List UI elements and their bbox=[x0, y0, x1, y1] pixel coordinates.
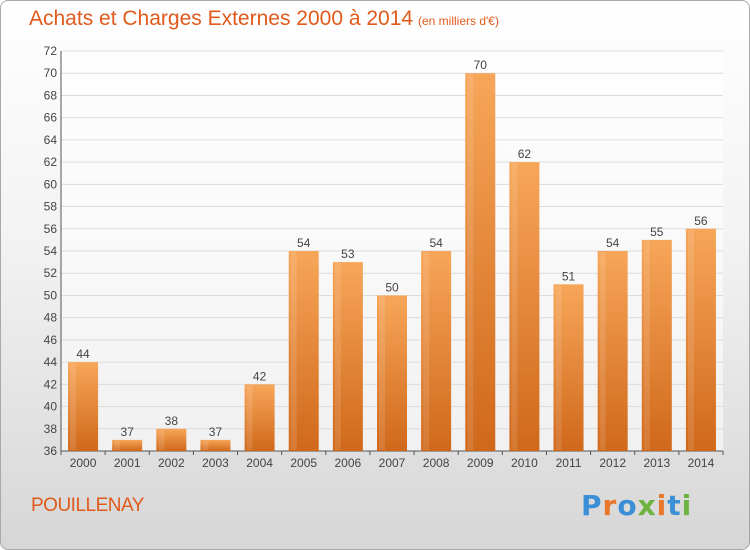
chart-title: Achats et Charges Externes 2000 à 2014 bbox=[29, 7, 414, 30]
town-name: POUILLENAY bbox=[31, 495, 144, 516]
y-tick-label: 72 bbox=[44, 44, 58, 58]
bar-highlight bbox=[202, 440, 209, 450]
x-tick-label: 2013 bbox=[643, 456, 670, 470]
x-tick-label: 2007 bbox=[379, 456, 406, 470]
bar-value-label: 53 bbox=[341, 247, 355, 261]
x-tick-label: 2003 bbox=[202, 456, 229, 470]
bar-value-label: 38 bbox=[165, 414, 179, 428]
bar-highlight bbox=[423, 252, 430, 450]
bar bbox=[553, 284, 584, 451]
bar-value-label: 54 bbox=[429, 236, 443, 250]
y-tick-label: 42 bbox=[44, 377, 58, 391]
x-tick-label: 2008 bbox=[423, 456, 450, 470]
bar bbox=[68, 362, 99, 451]
y-tick-label: 44 bbox=[44, 355, 58, 369]
bar-highlight bbox=[511, 163, 518, 450]
bar bbox=[244, 384, 275, 451]
y-tick-label: 48 bbox=[44, 311, 58, 325]
bar-value-label: 70 bbox=[474, 58, 488, 72]
x-tick-label: 2014 bbox=[688, 456, 715, 470]
bar bbox=[509, 162, 540, 451]
bar-value-label: 50 bbox=[385, 280, 399, 294]
y-tick-label: 60 bbox=[44, 177, 58, 191]
x-tick-label: 2006 bbox=[335, 456, 362, 470]
y-tick-label: 38 bbox=[44, 422, 58, 436]
y-tick-label: 64 bbox=[44, 133, 58, 147]
y-tick-label: 56 bbox=[44, 222, 58, 236]
bar-value-label: 54 bbox=[297, 236, 311, 250]
y-tick-label: 40 bbox=[44, 400, 58, 414]
chart-subtitle: (en milliers d'€) bbox=[418, 14, 499, 28]
x-tick-label: 2002 bbox=[158, 456, 185, 470]
bar bbox=[641, 239, 672, 451]
bar-highlight bbox=[70, 363, 77, 450]
bar-value-label: 44 bbox=[76, 347, 90, 361]
bar-value-label: 56 bbox=[694, 214, 708, 228]
bar-highlight bbox=[290, 252, 297, 450]
bar-value-label: 55 bbox=[650, 225, 664, 239]
y-tick-label: 52 bbox=[44, 266, 58, 280]
x-tick-label: 2010 bbox=[511, 456, 538, 470]
bar-value-label: 37 bbox=[121, 425, 135, 439]
bar-highlight bbox=[687, 229, 694, 450]
x-tick-label: 2004 bbox=[246, 456, 273, 470]
bar bbox=[156, 428, 187, 451]
y-tick-label: 66 bbox=[44, 111, 58, 125]
bar-highlight bbox=[246, 385, 253, 450]
bar-highlight bbox=[467, 74, 474, 450]
bar bbox=[377, 295, 407, 451]
y-tick-label: 36 bbox=[44, 444, 58, 458]
bar-value-label: 62 bbox=[518, 147, 532, 161]
bar-highlight bbox=[334, 263, 341, 450]
y-tick-label: 46 bbox=[44, 333, 58, 347]
bar-highlight bbox=[379, 296, 385, 450]
bar-value-label: 51 bbox=[562, 269, 576, 283]
y-tick-label: 68 bbox=[44, 88, 58, 102]
bar bbox=[421, 251, 452, 451]
bar-highlight bbox=[114, 440, 121, 450]
x-tick-label: 2011 bbox=[556, 456, 582, 470]
x-tick-label: 2001 bbox=[114, 456, 141, 470]
bar-value-label: 37 bbox=[209, 425, 223, 439]
bar-highlight bbox=[158, 429, 165, 450]
bar-highlight bbox=[599, 252, 606, 450]
y-tick-label: 50 bbox=[44, 288, 58, 302]
y-tick-label: 62 bbox=[44, 155, 58, 169]
y-tick-label: 70 bbox=[44, 66, 58, 80]
bar bbox=[288, 251, 319, 451]
bar bbox=[597, 251, 628, 451]
proxiti-logo[interactable]: Proxiti bbox=[581, 489, 693, 522]
bar bbox=[200, 439, 231, 451]
y-tick-label: 58 bbox=[44, 200, 58, 214]
x-tick-label: 2000 bbox=[70, 456, 97, 470]
x-tick-label: 2009 bbox=[467, 456, 494, 470]
bar-highlight bbox=[555, 285, 562, 450]
bar bbox=[685, 228, 716, 451]
x-tick-label: 2005 bbox=[290, 456, 317, 470]
y-tick-label: 54 bbox=[44, 244, 58, 258]
x-tick-label: 2012 bbox=[599, 456, 626, 470]
bar bbox=[332, 262, 363, 451]
bar bbox=[112, 439, 143, 451]
bar-value-label: 42 bbox=[253, 369, 267, 383]
bar-value-label: 54 bbox=[606, 236, 620, 250]
bar bbox=[465, 73, 496, 451]
bar-highlight bbox=[643, 240, 650, 450]
